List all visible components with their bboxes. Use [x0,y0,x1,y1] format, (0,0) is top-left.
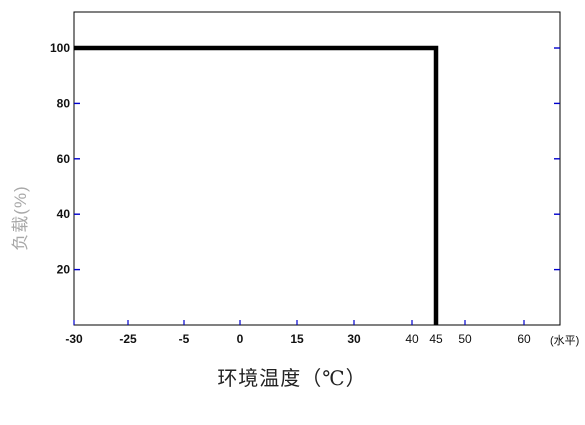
plot-frame [73,11,561,326]
series-group [74,45,439,325]
y-axis-label: 负载(%) [11,185,30,250]
x-tick-label: 15 [290,332,304,346]
y-tick-label: 80 [57,96,71,110]
x-tick-label: 40 [405,332,419,346]
x-tick-label: 30 [347,332,361,346]
x-axis-unit: (水平) [550,334,579,347]
x-axis-label: 环境温度（℃） [217,366,366,390]
y-tick-label: 100 [50,41,70,55]
x-axis: -30 -25 -5 0 15 30 40 45 50 60 [65,320,531,346]
x-tick-label: -30 [65,332,83,346]
x-tick-label: 50 [458,332,472,346]
y-tick-label: 40 [57,207,71,221]
derating-curve [74,45,439,325]
x-tick-label: 60 [517,332,531,346]
y-axis: 20 40 60 80 100 [50,41,560,277]
x-tick-label: -25 [119,332,137,346]
x-tick-label: 45 [429,332,443,346]
y-tick-label: 60 [57,152,71,166]
y-tick-label: 20 [57,263,71,277]
x-tick-label: -5 [179,332,190,346]
x-tick-label: 0 [237,332,244,346]
